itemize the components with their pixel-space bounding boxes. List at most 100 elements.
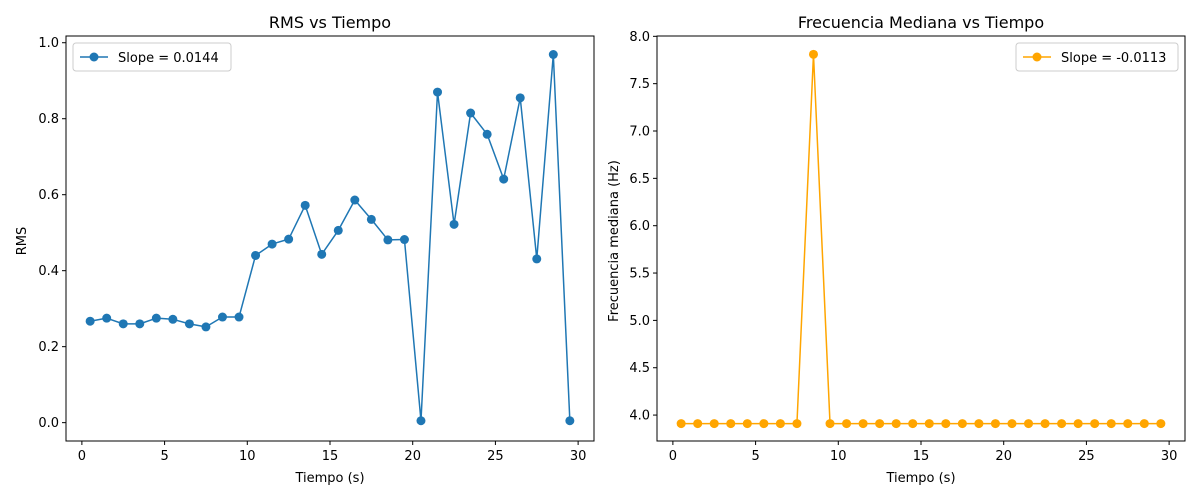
data-point [1139,419,1149,429]
y-tick-label: 5.0 [629,314,650,329]
y-tick-label: 8.0 [629,30,650,45]
y-tick-label: 0.4 [38,264,59,279]
x-tick-label: 5 [751,449,759,464]
y-tick-label: 1.0 [38,36,59,51]
y-tick-label: 0.0 [38,416,59,431]
data-point [317,249,327,259]
data-point [1057,419,1067,429]
legend-label: Slope = -0.0113 [1061,51,1166,66]
data-point [565,416,575,426]
data-point [726,419,736,429]
x-tick-label: 20 [404,449,421,464]
data-point [184,319,194,329]
data-point [1090,419,1100,429]
y-tick-label: 0.8 [38,112,59,127]
y-tick-label: 6.5 [629,172,650,187]
legend-label: Slope = 0.0144 [118,51,219,66]
data-point [548,50,558,60]
data-point [974,419,984,429]
plot-frame [65,35,595,442]
legend: Slope = -0.0113 [1015,42,1179,72]
data-point [693,419,703,429]
data-point [1073,419,1083,429]
plot-frame [656,35,1186,442]
data-point [825,419,835,429]
y-tick-label: 4.0 [629,409,650,424]
data-point [151,313,161,323]
data-point [1123,419,1133,429]
x-axis-label: Tiempo (s) [885,471,955,486]
x-tick-label: 15 [322,449,339,464]
data-point [85,316,95,326]
data-point [709,419,719,429]
y-tick-label: 7.5 [629,77,650,92]
chart-rms: RMS vs Tiempo Tiempo (s) RMS 0 5 10 15 20 25 3… [15,13,595,486]
x-tick-label: 30 [570,449,587,464]
x-tick-label: 20 [995,449,1012,464]
legend: Slope = 0.0144 [72,42,232,72]
series-layer [85,50,575,426]
data-point [792,419,802,429]
data-point [842,419,852,429]
data-point [515,93,525,103]
data-point [300,200,310,210]
chart-title: RMS vs Tiempo [269,13,391,32]
axis-ticks: 0 5 10 15 20 25 30 0.0 0.2 0.4 0.6 0.8 1.0 [38,36,586,464]
x-tick-label: 5 [160,449,168,464]
data-point [924,419,934,429]
legend-marker [1032,52,1042,62]
chart-title: Frecuencia Mediana vs Tiempo [798,13,1044,32]
data-point [333,225,343,235]
y-tick-label: 6.0 [629,219,650,234]
x-tick-label: 0 [78,449,86,464]
data-point [118,319,128,329]
x-tick-label: 10 [830,449,847,464]
data-point [941,419,951,429]
series-layer [676,49,1166,429]
y-tick-label: 0.2 [38,340,59,355]
data-point [532,254,542,264]
data-point [875,419,885,429]
data-point [891,419,901,429]
data-point [1024,419,1034,429]
data-point [858,419,868,429]
y-tick-label: 7.0 [629,125,650,140]
data-point [1156,419,1166,429]
x-axis-label: Tiempo (s) [294,471,364,486]
data-point [168,314,178,324]
chart-median-frequency: Frecuencia Mediana vs Tiempo Tiempo (s) … [607,13,1186,486]
data-point [676,419,686,429]
legend-box [72,42,232,72]
data-point [416,416,426,426]
data-point [366,214,376,224]
x-tick-label: 0 [669,449,677,464]
y-tick-label: 0.6 [38,188,59,203]
data-point [284,234,294,244]
y-axis-label: Frecuencia mediana (Hz) [607,160,622,322]
data-point [908,419,918,429]
data-point [482,129,492,139]
data-point [742,419,752,429]
data-point [350,195,360,205]
data-point [1040,419,1050,429]
data-point [499,174,509,184]
data-point [990,419,1000,429]
y-axis-label: RMS [15,227,30,256]
legend-box [1015,42,1179,72]
data-point [383,235,393,245]
x-tick-label: 15 [913,449,930,464]
x-tick-label: 25 [487,449,504,464]
data-point [466,108,476,118]
data-point [808,49,818,59]
data-point [1007,419,1017,429]
data-point [449,219,459,229]
data-point [267,239,277,249]
y-tick-label: 4.5 [629,361,650,376]
data-point [433,87,443,97]
axis-ticks: 0 5 10 15 20 25 30 4.0 4.5 5.0 5.5 6.0 6.5 7.0 7.5 8.0 [629,30,1177,464]
x-tick-label: 25 [1078,449,1095,464]
data-point [775,419,785,429]
data-point [1106,419,1116,429]
